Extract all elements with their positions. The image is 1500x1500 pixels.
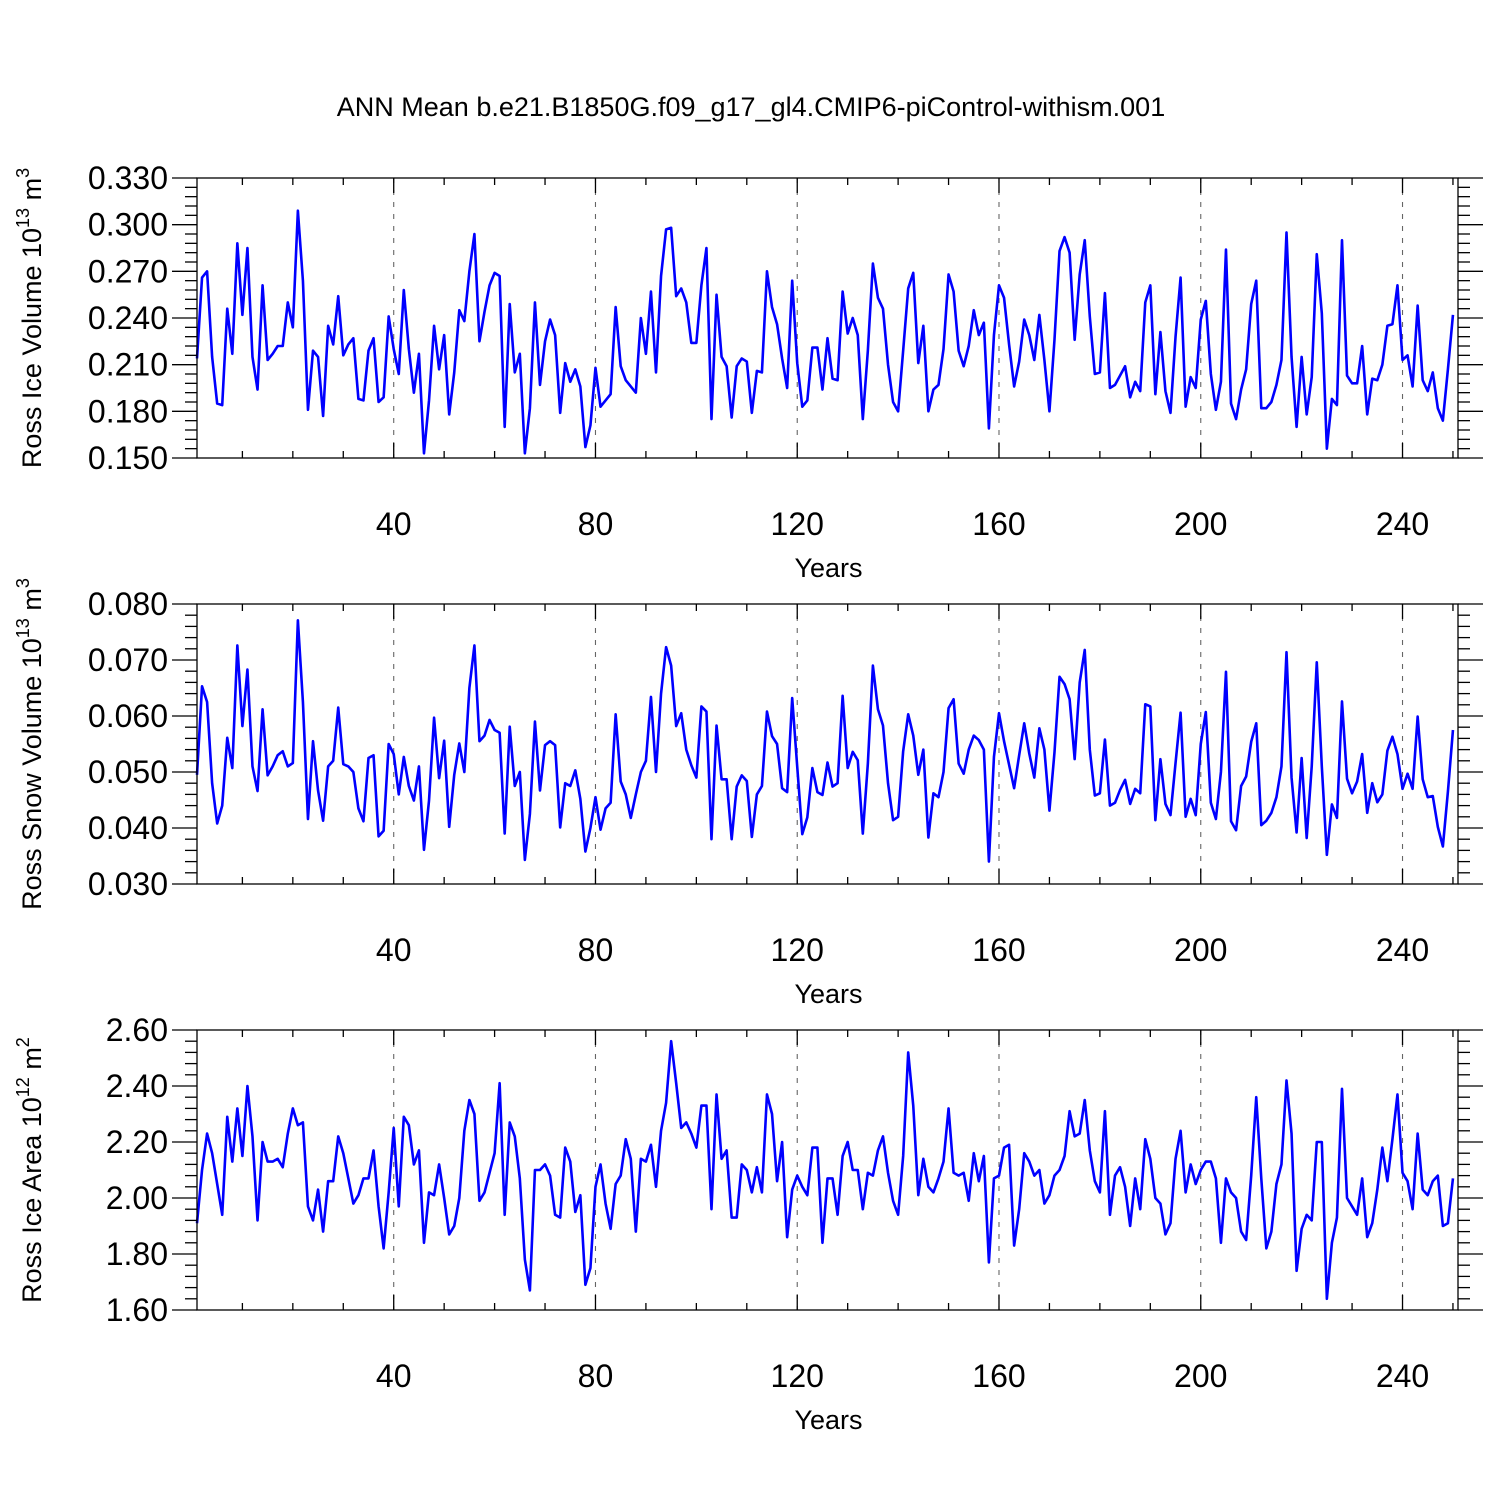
x-tick-label: 200 [1174,506,1227,542]
x-tick-label: 40 [376,506,412,542]
y-tick-label: 2.00 [106,1180,168,1216]
x-tick-label: 80 [578,1358,614,1394]
y-tick-label: 0.270 [88,253,168,289]
plot-frame [196,603,1459,885]
y-tick-label: 0.060 [88,698,168,734]
x-tick-label: 160 [972,1358,1025,1394]
y-tick-label: 0.080 [88,586,168,622]
y-tick-label: 1.60 [106,1292,168,1328]
panel-1: 0.150 0.180 0.210 0.240 0.270 0.300 0.330 40 80 1… [13,160,1483,583]
y-tick-label: 1.80 [106,1236,168,1272]
y-tick-label: 0.330 [88,160,168,196]
panel-2: 0.030 0.040 0.050 0.060 0.070 0.080 40 80 120 160… [13,578,1483,1009]
x-tick-label: 40 [376,1358,412,1394]
x-tick-label: 200 [1174,932,1227,968]
y-tick-label: 0.040 [88,810,168,846]
y-tick-label: 0.070 [88,642,168,678]
y-tick-label: 0.240 [88,300,168,336]
series-line [195,209,1455,455]
x-tick-label: 80 [578,506,614,542]
y-tick-label: 0.050 [88,754,168,790]
y-tick-label: 0.210 [88,347,168,383]
x-tick-label: 160 [972,932,1025,968]
chart-title: ANN Mean b.e21.B1850G.f09_g17_gl4.CMIP6-… [337,92,1165,122]
x-axis-label: Years [794,979,862,1009]
series-line [195,1039,1455,1301]
y-tick-label: 0.300 [88,207,168,243]
series-line [195,618,1455,863]
x-tick-label: 120 [771,506,824,542]
x-tick-label: 240 [1376,932,1429,968]
panel-3: 1.60 1.80 2.00 2.20 2.40 2.60 40 80 120 160 200 240… [13,1012,1483,1435]
x-tick-label: 120 [771,1358,824,1394]
x-tick-label: 160 [972,506,1025,542]
x-tick-label: 240 [1376,506,1429,542]
plot-frame [196,177,1459,459]
plot-frame [196,1029,1459,1311]
y-tick-label: 0.180 [88,393,168,429]
x-tick-label: 240 [1376,1358,1429,1394]
y-tick-label: 2.40 [106,1068,168,1104]
y-tick-label: 2.60 [106,1012,168,1048]
y-tick-label: 0.030 [88,866,168,902]
x-tick-label: 40 [376,932,412,968]
y-axis-label: Ross Ice Area 1012 m2 [13,1037,47,1303]
x-axis-label: Years [794,1405,862,1435]
x-tick-label: 120 [771,932,824,968]
y-tick-label: 0.150 [88,440,168,476]
x-tick-label: 200 [1174,1358,1227,1394]
y-axis-label: Ross Ice Volume 1013 m3 [13,168,47,468]
x-axis-label: Years [794,553,862,583]
y-axis-label: Ross Snow Volume 1013 m3 [13,578,47,910]
y-tick-label: 2.20 [106,1124,168,1160]
x-tick-label: 80 [578,932,614,968]
